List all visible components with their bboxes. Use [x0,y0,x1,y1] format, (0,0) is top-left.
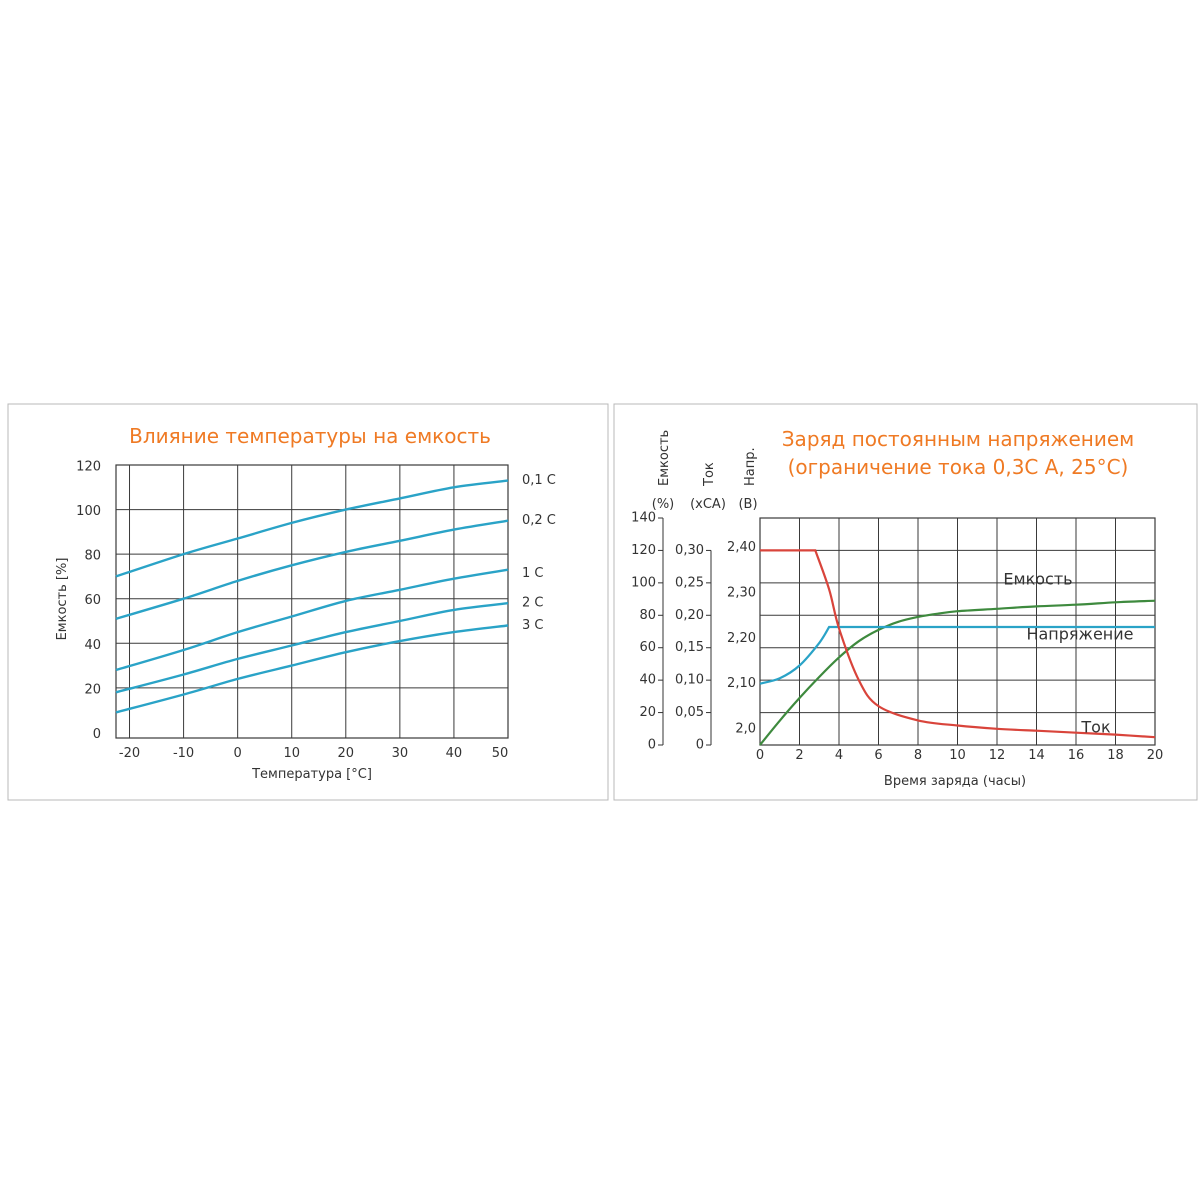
chart-temperature-series [115,479,509,714]
y-tick-label: 0 [93,727,101,742]
x-tick-label: 10 [949,748,966,763]
x-tick-label: 14 [1028,748,1045,763]
chart-charge-title-line1: Заряд постоянным напряжением [782,427,1135,451]
y-tick-label: 120 [631,543,656,558]
plot-border [115,464,509,739]
series-line [115,602,509,694]
legend-label: 0,2 C [522,513,556,528]
x-tick-label: 10 [283,746,300,761]
y-tick-label: 2,30 [727,585,756,600]
y-tick-label: 2,20 [727,631,756,646]
x-tick-label: 20 [1147,748,1164,763]
x-tick-label: 8 [914,748,922,763]
y-tick-label: 0,20 [675,608,704,623]
x-tick-label: 6 [874,748,882,763]
chart-charge-grid [759,517,1156,746]
series-line [115,479,509,578]
y-tick-label: 2,40 [727,540,756,555]
x-tick-label: -20 [119,746,140,761]
y-tick-label: 0,05 [675,705,704,720]
y-tick-label: 20 [84,682,101,697]
x-tick-label: 40 [446,746,463,761]
axis-header-title: Ток [702,462,717,487]
axis-header-unit: (xCA) [690,497,726,512]
x-tick-label: 18 [1107,748,1124,763]
series-line [115,519,509,620]
x-tick-label: 2 [795,748,803,763]
axis-header-title: Напр. [743,447,758,486]
axis-header-title: Емкость [657,430,672,486]
series-label: Напряжение [1026,625,1133,644]
chart-charge-axis-headers: Емкость (%) Ток (xCA) Напр. (B) [652,430,758,512]
y-tick-label: 2,10 [727,676,756,691]
legend-label: 0,1 C [522,473,556,488]
chart-charge-y-ticks: 0 20 40 60 80 100 120 140 0 0,05 0,10 0,15 0,20 0,25 0… [631,511,756,753]
y-tick-label: 100 [76,504,101,519]
chart-charge-xlabel: Время заряда (часы) [884,774,1026,789]
y-tick-label: 100 [631,575,656,590]
y-tick-label: 20 [639,705,656,720]
chart-charge-series-labels: Емкость Напряжение Ток [1003,570,1133,737]
x-tick-label: 20 [338,746,355,761]
y-tick-label: 60 [639,640,656,655]
y-tick-label: 2,0 [735,722,756,737]
legend-label: 1 C [522,566,543,581]
series-label: Ток [1080,718,1111,737]
series-line [760,549,1156,739]
chart-temperature-ylabel: Емкость [%] [55,558,70,641]
series-line [115,568,509,672]
y-tick-label: 80 [639,608,656,623]
y-tick-label: 0,25 [675,575,704,590]
legend-label: 2 C [522,596,543,611]
x-tick-label: 12 [989,748,1006,763]
x-tick-label: 0 [234,746,242,761]
x-tick-label: 16 [1068,748,1085,763]
legend-label: 3 C [522,618,543,633]
y-tick-label: 40 [84,638,101,653]
y-tick-label: 120 [76,460,101,475]
y-tick-label: 60 [84,593,101,608]
chart-temperature-legend: 0,1 C 0,2 C 1 C 2 C 3 C [522,473,556,633]
series-label: Емкость [1003,570,1072,589]
x-tick-label: 0 [756,748,764,763]
chart-temperature-x-ticks: -20 -10 0 10 20 30 40 50 [119,746,508,761]
x-tick-label: -10 [173,746,194,761]
chart-temperature-y-ticks: 0 20 40 60 80 100 120 [76,460,101,742]
y-tick-label: 0,15 [675,640,704,655]
y-tick-label: 140 [631,511,656,526]
chart-temperature-xlabel: Температура [°C] [251,767,372,782]
chart-charge-series [759,549,1156,746]
x-tick-label: 4 [835,748,843,763]
axis-header-unit: (B) [738,497,757,512]
series-line [759,599,1156,746]
x-tick-label: 30 [392,746,409,761]
chart-charge-title-line2: (ограничение тока 0,3С А, 25°С) [788,455,1129,479]
y-tick-label: 0,30 [675,543,704,558]
y-tick-label: 80 [84,549,101,564]
x-tick-label: 50 [492,746,509,761]
y-tick-label: 40 [639,673,656,688]
y-tick-label: 0 [696,738,704,753]
y-tick-label: 0,10 [675,673,704,688]
chart-charge-x-ticks: 0 2 4 6 8 10 12 14 16 18 20 [756,748,1163,763]
series-line [115,624,509,714]
series-line [759,625,1155,685]
y-tick-label: 0 [648,738,656,753]
chart-temperature-title: Влияние температуры на емкость [129,424,491,448]
axis-header-unit: (%) [652,497,675,512]
